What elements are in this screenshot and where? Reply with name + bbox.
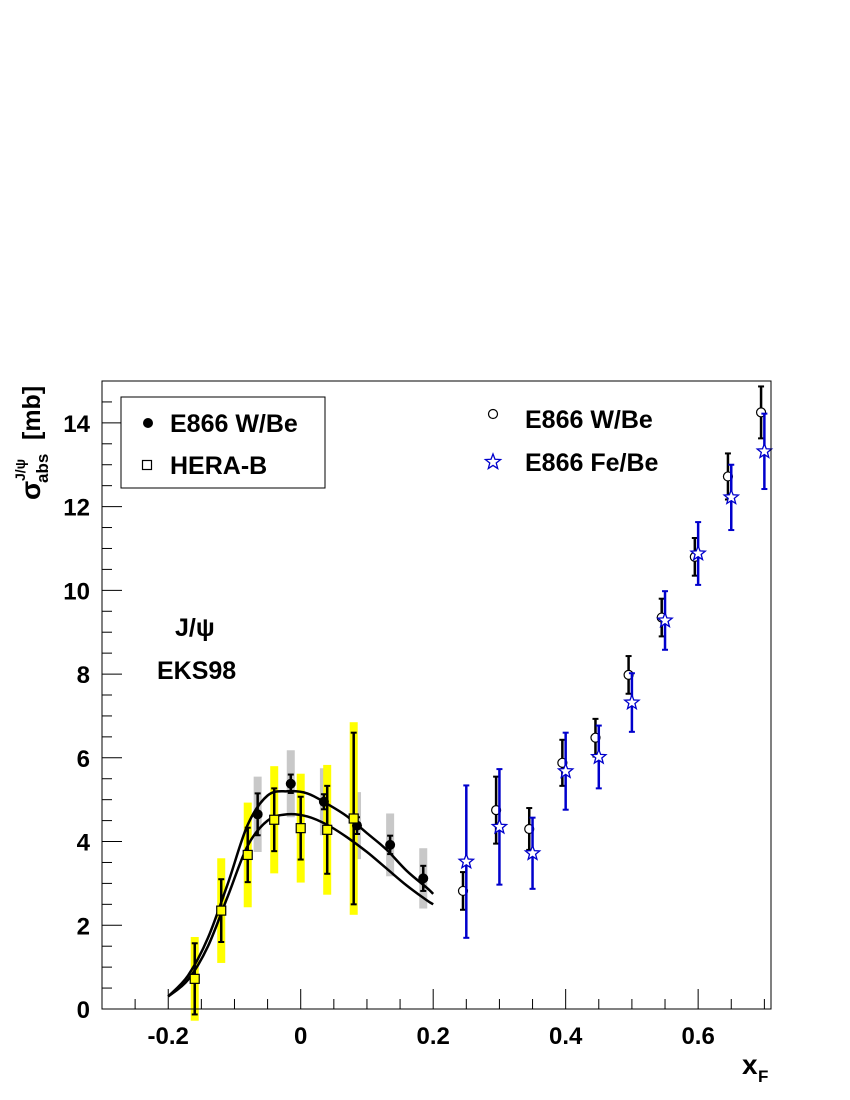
data-point-open-square [269, 814, 280, 825]
data-point-open-star [490, 817, 509, 835]
ticks: -0.2 0 0.2 0.4 0.6 0 2 4 6 8 10 12 14 [63, 380, 765, 1050]
y-axis-title-sigma: σ [15, 481, 46, 500]
legend-right-label-0: E866 W/Be [525, 406, 653, 434]
data-point-open-square [189, 973, 200, 984]
data-point-open-star [656, 611, 674, 629]
data-point-open-star [457, 852, 476, 870]
y-tick-label: 14 [63, 411, 90, 438]
legend-left-box [120, 396, 326, 489]
x-tick-label: 0.6 [681, 1023, 714, 1050]
legend-marker-open-star [483, 452, 503, 470]
model-curve [167, 812, 434, 998]
data-point-open-star [722, 488, 741, 505]
y-tick-label: 6 [77, 746, 90, 773]
y-axis-title-unit: [mb] [18, 386, 46, 440]
legend-left: E866 W/Be HERA-B [120, 396, 326, 489]
x-axis-title-main: x [742, 1049, 758, 1080]
y-tick-label: 12 [63, 495, 90, 522]
x-tick-label: -0.2 [148, 1023, 189, 1050]
data-point-open-square [322, 824, 333, 835]
x-axis-title-sub: F [758, 1067, 768, 1086]
y-tick-label: 4 [77, 830, 91, 857]
data-point-open-square [348, 813, 359, 824]
data-points [189, 385, 774, 1016]
y-axis-title-sub: abs [33, 454, 52, 483]
legend-left-label-0: E866 W/Be [170, 410, 298, 438]
legend-right-label-1: E866 Fe/Be [525, 449, 659, 477]
x-tick-label: 0 [294, 1023, 307, 1050]
x-axis-title: x F [742, 1049, 768, 1086]
data-point-open-square [242, 849, 253, 861]
legend-left-label-1: HERA-B [170, 452, 267, 480]
data-point-open-star [755, 442, 774, 459]
x-tick-label: 0.2 [417, 1023, 450, 1050]
y-axis-title: σ abs J/ψ [mb] [12, 386, 52, 500]
data-point-filled-circle [385, 839, 396, 850]
legend-marker-open-square [141, 459, 153, 471]
data-point-filled-circle [285, 778, 296, 789]
data-point-open-star [623, 693, 641, 711]
data-point-filled-circle [418, 873, 429, 884]
y-tick-label: 2 [77, 913, 90, 940]
annotation-eks98: EKS98 [157, 657, 236, 685]
model-curves [167, 789, 435, 998]
y-tick-label: 8 [77, 662, 90, 689]
x-tick-label: 0.4 [549, 1023, 583, 1050]
data-point-open-star [589, 747, 608, 765]
data-point-open-star [689, 544, 707, 562]
data-point-open-square [295, 823, 306, 834]
data-point-filled-circle [252, 809, 263, 820]
legend-right: E866 W/Be E866 Fe/Be [483, 406, 659, 477]
y-tick-label: 10 [63, 578, 90, 605]
data-point-open-star [556, 761, 575, 779]
data-point-open-square [216, 905, 227, 916]
y-tick-label: 0 [77, 997, 90, 1024]
data-point-open-star [523, 843, 542, 861]
annotation-jpsi: J/ψ [175, 614, 215, 642]
y-axis-title-sup: J/ψ [12, 459, 28, 481]
model-curve [167, 789, 435, 998]
legend-marker-filled-circle [143, 418, 153, 428]
legend-marker-open-circle [487, 408, 499, 420]
